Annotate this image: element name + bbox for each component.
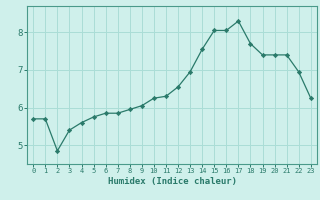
X-axis label: Humidex (Indice chaleur): Humidex (Indice chaleur) [108, 177, 236, 186]
